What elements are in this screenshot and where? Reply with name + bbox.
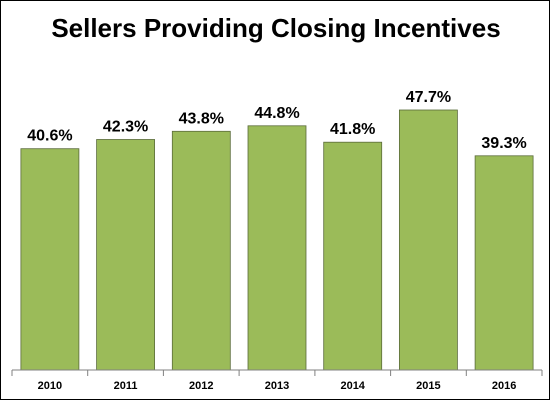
bar-2015 [398, 109, 458, 371]
bar-2014 [323, 141, 383, 371]
x-tick-label-2015: 2015 [416, 380, 440, 392]
bar-2012 [171, 130, 231, 371]
data-label-2012: 43.8% [179, 110, 224, 127]
bar-2010 [20, 148, 80, 371]
chart-title: Sellers Providing Closing Incentives [51, 13, 500, 43]
data-label-2013: 44.8% [254, 105, 299, 122]
x-tick-label-2013: 2013 [265, 380, 289, 392]
data-label-2010: 40.6% [27, 128, 72, 145]
bar-2016 [474, 155, 534, 371]
x-tick-label-2010: 2010 [38, 380, 62, 392]
bar-2011 [96, 139, 155, 371]
x-axis: 2010 2011 2012 2013 2014 2015 2016 [11, 369, 543, 392]
x-tick-label-2016: 2016 [492, 380, 516, 392]
data-label-2014: 41.8% [330, 121, 375, 138]
data-label-2011: 42.3% [103, 119, 148, 136]
x-tick-label-2012: 2012 [189, 380, 213, 392]
bar-2013 [247, 125, 307, 371]
x-tick-label-2011: 2011 [114, 380, 138, 392]
data-labels-group: 40.6% 42.3% 43.8% 44.8% 41.8% 47.7% 39.3% [27, 89, 527, 152]
data-label-2016: 39.3% [481, 135, 526, 152]
data-label-2015: 47.7% [406, 89, 451, 106]
x-tick-label-2014: 2014 [340, 380, 365, 392]
bars-group [20, 109, 534, 371]
